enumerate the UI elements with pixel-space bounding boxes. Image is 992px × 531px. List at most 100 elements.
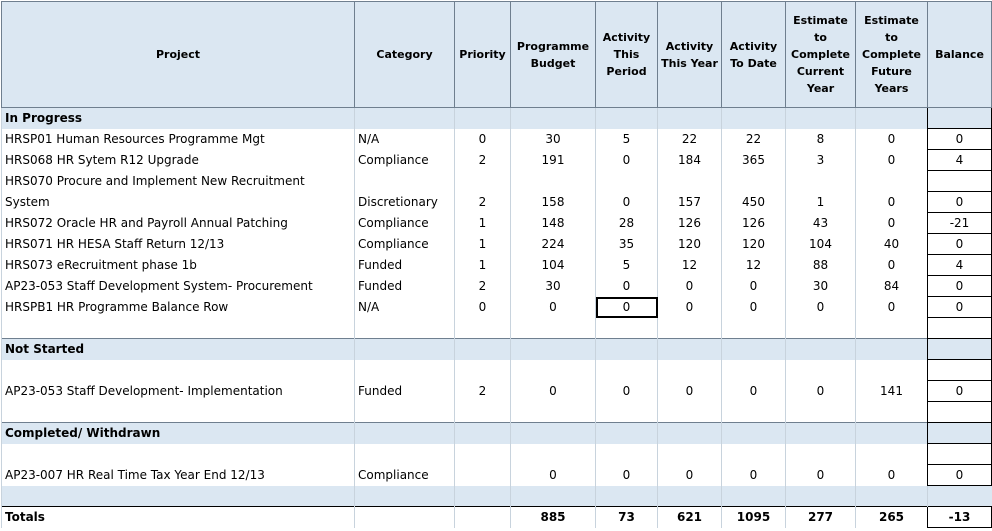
cell-category[interactable]: N/A bbox=[354, 128, 455, 150]
cell-balance[interactable]: 0 bbox=[927, 275, 992, 297]
cell-category[interactable]: Funded bbox=[354, 254, 455, 276]
cell-estimate-current[interactable]: 0 bbox=[785, 464, 856, 486]
cell-estimate-current[interactable]: 43 bbox=[785, 212, 856, 234]
cell-budget[interactable]: 224 bbox=[510, 233, 596, 255]
cell-budget[interactable]: 30 bbox=[510, 128, 596, 150]
cell-activity-year[interactable]: 0 bbox=[657, 275, 722, 297]
cell-budget[interactable]: 0 bbox=[510, 296, 596, 318]
cell-budget[interactable]: 191 bbox=[510, 149, 596, 171]
cell-activity-period[interactable]: 28 bbox=[595, 212, 658, 234]
cell-project[interactable]: HRSPB1 HR Programme Balance Row bbox=[1, 296, 355, 318]
total-activity-period[interactable]: 73 bbox=[595, 506, 658, 528]
totals-label[interactable]: Totals bbox=[1, 506, 355, 528]
cell-estimate-future[interactable]: 0 bbox=[855, 296, 928, 318]
cell-activity-date[interactable]: 450 bbox=[721, 191, 786, 213]
cell-category[interactable]: Compliance bbox=[354, 464, 455, 486]
total-estimate-current[interactable]: 277 bbox=[785, 506, 856, 528]
cell-project[interactable]: AP23-053 Staff Development System- Procu… bbox=[1, 275, 355, 297]
header-estimate-future[interactable]: Estimate to Complete Future Years bbox=[855, 1, 928, 108]
cell-budget[interactable]: 0 bbox=[510, 380, 596, 402]
cell-project[interactable]: HRS072 Oracle HR and Payroll Annual Patc… bbox=[1, 212, 355, 234]
cell-activity-year[interactable]: 0 bbox=[657, 464, 722, 486]
cell-category[interactable]: N/A bbox=[354, 296, 455, 318]
cell-activity-date[interactable]: 126 bbox=[721, 212, 786, 234]
cell-balance[interactable]: 4 bbox=[927, 149, 992, 171]
cell-activity-period[interactable]: 0 bbox=[595, 380, 658, 402]
cell-activity-period[interactable]: 0 bbox=[595, 275, 658, 297]
cell-estimate-current[interactable]: 0 bbox=[785, 296, 856, 318]
cell-activity-period[interactable]: 0 bbox=[595, 191, 658, 213]
cell-priority[interactable]: 2 bbox=[454, 380, 511, 402]
cell-estimate-current[interactable]: 30 bbox=[785, 275, 856, 297]
cell-balance[interactable]: 0 bbox=[927, 296, 992, 318]
cell-activity-period[interactable]: 5 bbox=[595, 128, 658, 150]
cell-budget[interactable]: 148 bbox=[510, 212, 596, 234]
total-activity-date[interactable]: 1095 bbox=[721, 506, 786, 528]
cell-balance[interactable]: 0 bbox=[927, 233, 992, 255]
cell-estimate-future[interactable]: 40 bbox=[855, 233, 928, 255]
section-label[interactable]: In Progress bbox=[1, 107, 355, 129]
total-balance[interactable]: -13 bbox=[927, 506, 992, 528]
cell-estimate-current[interactable]: 1 bbox=[785, 191, 856, 213]
cell-balance[interactable]: 4 bbox=[927, 254, 992, 276]
cell-activity-date[interactable]: 22 bbox=[721, 128, 786, 150]
cell-estimate-future[interactable]: 84 bbox=[855, 275, 928, 297]
cell-activity-year[interactable]: 12 bbox=[657, 254, 722, 276]
cell-estimate-current[interactable]: 0 bbox=[785, 380, 856, 402]
cell-budget[interactable]: 0 bbox=[510, 464, 596, 486]
cell-activity-year[interactable]: 120 bbox=[657, 233, 722, 255]
cell-priority[interactable]: 2 bbox=[454, 275, 511, 297]
cell-category[interactable]: Compliance bbox=[354, 233, 455, 255]
cell-estimate-future[interactable]: 0 bbox=[855, 191, 928, 213]
cell-category[interactable]: Compliance bbox=[354, 149, 455, 171]
cell-activity-date[interactable]: 0 bbox=[721, 380, 786, 402]
cell-priority[interactable]: 2 bbox=[454, 191, 511, 213]
cell-project[interactable]: HRS071 HR HESA Staff Return 12/13 bbox=[1, 233, 355, 255]
selected-cell-activity-period[interactable]: 0 bbox=[595, 296, 658, 318]
cell-category[interactable]: Funded bbox=[354, 275, 455, 297]
cell-priority[interactable]: 2 bbox=[454, 149, 511, 171]
header-project[interactable]: Project bbox=[1, 1, 355, 108]
cell-estimate-current[interactable]: 88 bbox=[785, 254, 856, 276]
cell-project-line1[interactable]: HRS070 Procure and Implement New Recruit… bbox=[1, 170, 355, 192]
total-estimate-future[interactable]: 265 bbox=[855, 506, 928, 528]
cell-project[interactable]: HRSP01 Human Resources Programme Mgt bbox=[1, 128, 355, 150]
cell-activity-year[interactable]: 0 bbox=[657, 380, 722, 402]
cell-project[interactable]: HRS073 eRecruitment phase 1b bbox=[1, 254, 355, 276]
cell-priority[interactable]: 0 bbox=[454, 296, 511, 318]
header-priority[interactable]: Priority bbox=[454, 1, 511, 108]
cell-category[interactable]: Funded bbox=[354, 380, 455, 402]
cell-activity-year[interactable]: 0 bbox=[657, 296, 722, 318]
cell-estimate-current[interactable]: 104 bbox=[785, 233, 856, 255]
header-activity-date[interactable]: Activity To Date bbox=[721, 1, 786, 108]
cell-balance[interactable]: 0 bbox=[927, 464, 992, 486]
cell-activity-date[interactable]: 0 bbox=[721, 296, 786, 318]
cell-balance[interactable]: 0 bbox=[927, 128, 992, 150]
header-category[interactable]: Category bbox=[354, 1, 455, 108]
total-budget[interactable]: 885 bbox=[510, 506, 596, 528]
cell-budget[interactable]: 104 bbox=[510, 254, 596, 276]
header-activity-year[interactable]: Activity This Year bbox=[657, 1, 722, 108]
cell-estimate-future[interactable]: 0 bbox=[855, 254, 928, 276]
cell-project[interactable]: AP23-007 HR Real Time Tax Year End 12/13 bbox=[1, 464, 355, 486]
cell-activity-date[interactable]: 0 bbox=[721, 275, 786, 297]
cell-activity-period[interactable]: 0 bbox=[595, 464, 658, 486]
cell-project-line2[interactable]: System bbox=[1, 191, 355, 213]
cell-priority[interactable] bbox=[454, 464, 511, 486]
cell-activity-year[interactable]: 126 bbox=[657, 212, 722, 234]
cell-activity-year[interactable]: 184 bbox=[657, 149, 722, 171]
cell-category[interactable]: Discretionary bbox=[354, 191, 455, 213]
cell-estimate-current[interactable]: 3 bbox=[785, 149, 856, 171]
cell-priority[interactable]: 1 bbox=[454, 254, 511, 276]
cell-priority[interactable]: 1 bbox=[454, 233, 511, 255]
section-label[interactable]: Completed/ Withdrawn bbox=[1, 422, 355, 444]
cell-activity-date[interactable]: 120 bbox=[721, 233, 786, 255]
header-activity-period[interactable]: Activity This Period bbox=[595, 1, 658, 108]
cell-priority[interactable]: 1 bbox=[454, 212, 511, 234]
cell-activity-year[interactable]: 22 bbox=[657, 128, 722, 150]
cell-activity-date[interactable]: 365 bbox=[721, 149, 786, 171]
cell-budget[interactable]: 30 bbox=[510, 275, 596, 297]
cell-activity-date[interactable]: 12 bbox=[721, 254, 786, 276]
cell-activity-period[interactable]: 35 bbox=[595, 233, 658, 255]
header-budget[interactable]: Programme Budget bbox=[510, 1, 596, 108]
